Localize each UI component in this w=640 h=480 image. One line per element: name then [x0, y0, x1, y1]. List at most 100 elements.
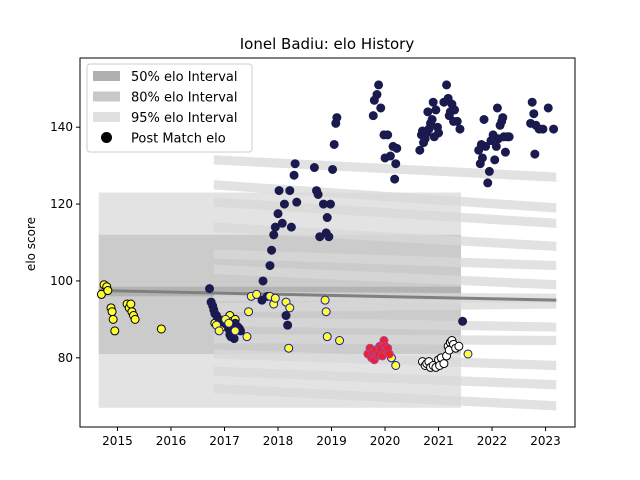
post-match-point — [332, 113, 342, 123]
post-match-point — [415, 145, 425, 155]
legend-label: Post Match elo — [131, 132, 226, 147]
forecast-band — [213, 349, 557, 371]
post-match-point — [110, 326, 120, 336]
legend-swatch — [93, 112, 120, 122]
post-match-point — [274, 186, 284, 196]
post-match-point — [258, 276, 268, 286]
x-axis-ticks: 2015 2016 2017 2018 2019 2020 2021 2022 2023 — [102, 427, 561, 448]
post-match-point — [374, 80, 384, 90]
post-match-point — [285, 303, 295, 313]
post-match-point — [538, 124, 548, 134]
x-tick-label: 2021 — [423, 434, 454, 448]
post-match-point — [529, 109, 539, 119]
forecast-band — [213, 222, 557, 251]
post-match-point — [450, 105, 460, 115]
post-match-point — [265, 261, 275, 271]
x-tick-label: 2023 — [530, 434, 561, 448]
post-match-point — [492, 103, 502, 113]
x-tick-label: 2016 — [156, 434, 187, 448]
post-match-point — [549, 124, 559, 134]
post-match-point — [376, 103, 386, 113]
post-match-point — [477, 153, 487, 163]
post-match-point — [267, 245, 277, 255]
post-match-point — [442, 80, 452, 90]
post-match-point — [309, 163, 319, 173]
post-match-point — [315, 232, 325, 242]
axes-frame — [79, 57, 576, 428]
post-match-point — [434, 128, 444, 138]
post-match-point — [454, 341, 464, 351]
y-axis-label: elo score — [24, 217, 38, 271]
x-tick-label: 2022 — [477, 434, 508, 448]
post-match-point — [325, 199, 335, 209]
post-match-point — [277, 218, 287, 228]
legend: 50% elo Interval 80% elo Interval 95% elo … — [86, 63, 253, 153]
post-match-point — [230, 326, 240, 336]
post-match-point — [500, 147, 510, 157]
post-match-points — [96, 80, 559, 372]
post-match-point — [329, 139, 339, 149]
post-match-point — [108, 314, 118, 324]
post-match-point — [527, 97, 537, 107]
plot-area — [96, 80, 559, 411]
post-match-point — [484, 166, 494, 176]
post-match-point — [427, 115, 437, 124]
post-match-point — [383, 130, 393, 140]
post-match-point — [368, 111, 378, 121]
chart-title: Ionel Badiu: elo History — [240, 35, 415, 53]
y-tick-label: 120 — [50, 197, 73, 211]
post-match-point — [290, 159, 300, 169]
y-axis-ticks: 80 100 120 140 — [50, 120, 80, 365]
forecast-band — [213, 264, 557, 290]
forecast-band — [213, 155, 557, 182]
post-match-point — [491, 141, 501, 151]
post-match-point — [385, 151, 395, 161]
mean-elo-line — [98, 289, 557, 302]
y-tick-label: 140 — [50, 120, 73, 134]
y-tick-label: 80 — [58, 351, 73, 365]
post-match-point — [483, 178, 493, 188]
post-match-point — [321, 307, 331, 317]
post-match-point — [392, 143, 402, 153]
post-match-point — [242, 332, 252, 342]
y-tick-label: 100 — [50, 274, 73, 288]
forecast-band — [213, 383, 557, 411]
forecast-lines — [98, 155, 557, 411]
legend-swatch — [93, 91, 120, 102]
post-match-point — [458, 316, 468, 326]
post-match-point — [269, 230, 279, 240]
post-match-point — [335, 336, 345, 346]
forecast-band — [213, 366, 557, 390]
post-match-point — [279, 199, 289, 209]
legend-swatch — [93, 71, 120, 81]
post-match-point — [390, 174, 400, 184]
x-tick-label: 2019 — [316, 434, 347, 448]
post-match-point — [205, 284, 215, 294]
legend-label: 95% elo Interval — [131, 111, 238, 126]
post-match-point — [126, 299, 136, 309]
x-tick-label: 2018 — [263, 434, 294, 448]
legend-marker — [101, 132, 112, 143]
post-match-point — [423, 107, 433, 117]
post-match-point — [229, 334, 239, 344]
post-match-point — [244, 307, 254, 317]
forecast-band — [213, 249, 557, 271]
post-match-point — [283, 320, 293, 330]
post-match-point — [281, 311, 291, 321]
legend-items: 50% elo Interval 80% elo Interval 95% elo … — [93, 70, 238, 147]
post-match-point — [463, 349, 473, 359]
post-match-point — [224, 318, 234, 328]
post-match-point — [286, 222, 296, 232]
forecast-band — [213, 316, 557, 332]
post-match-point — [285, 186, 295, 196]
post-match-point — [273, 209, 283, 219]
post-match-point — [320, 295, 330, 305]
post-match-point — [324, 232, 334, 242]
post-match-point — [479, 115, 489, 124]
post-match-point — [439, 359, 449, 369]
post-match-point — [504, 132, 514, 142]
post-match-point — [284, 343, 294, 353]
post-match-point — [156, 324, 166, 334]
x-tick-label: 2015 — [102, 434, 133, 448]
post-match-point — [384, 349, 394, 359]
